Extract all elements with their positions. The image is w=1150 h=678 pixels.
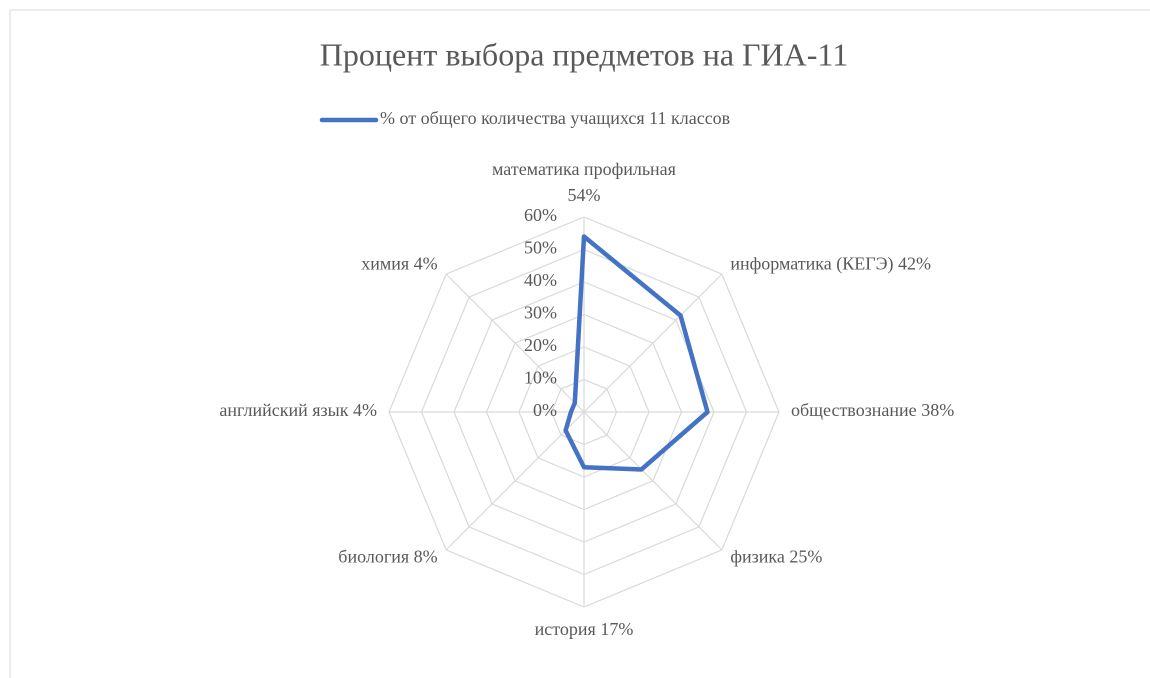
category-label-group: обществознание 38%: [791, 400, 954, 420]
category-label: биология: [338, 546, 409, 566]
category-label-group: информатика (КЕГЭ) 42%: [730, 254, 931, 275]
category-label-group: химия 4%: [361, 254, 437, 274]
data-label: 4%: [414, 254, 438, 274]
category-label: химия: [361, 254, 409, 274]
category-label-group: история 17%: [535, 619, 634, 639]
axis-spoke: [583, 411, 723, 551]
data-label: 38%: [921, 400, 954, 420]
data-label: 17%: [600, 619, 633, 639]
axis-spoke: [445, 411, 585, 551]
category-label: физика: [730, 546, 785, 566]
r-tick-label: 50%: [524, 238, 557, 258]
chart-title: Процент выбора предметов на ГИА-11: [320, 36, 848, 72]
r-tick-label: 60%: [524, 205, 557, 225]
r-tick-label: 0%: [533, 400, 557, 420]
axis-spoke: [445, 273, 585, 413]
r-tick-label: 30%: [524, 303, 557, 323]
data-label: 4%: [353, 400, 377, 420]
category-label-group: биология 8%: [338, 546, 437, 566]
r-tick-label: 40%: [524, 270, 557, 290]
category-label: обществознание: [791, 400, 917, 420]
category-label: информатика (КЕГЭ): [730, 254, 893, 275]
chart-frame: [9, 9, 1150, 678]
category-label: история: [535, 619, 596, 639]
data-label: 42%: [898, 254, 931, 274]
data-label: 25%: [789, 546, 822, 566]
data-label: 54%: [568, 185, 601, 205]
category-label: английский язык: [219, 400, 348, 420]
category-label: математика профильная: [492, 159, 676, 179]
legend-label: % от общего количества учащихся 11 класс…: [380, 108, 730, 128]
axis-spoke: [583, 273, 723, 413]
category-label-group: физика 25%: [730, 546, 822, 566]
series-line: [563, 234, 710, 472]
r-tick-label: 10%: [524, 368, 557, 388]
category-label-group: английский язык 4%: [219, 400, 377, 420]
r-tick-label: 20%: [524, 335, 557, 355]
data-label: 8%: [414, 546, 438, 566]
